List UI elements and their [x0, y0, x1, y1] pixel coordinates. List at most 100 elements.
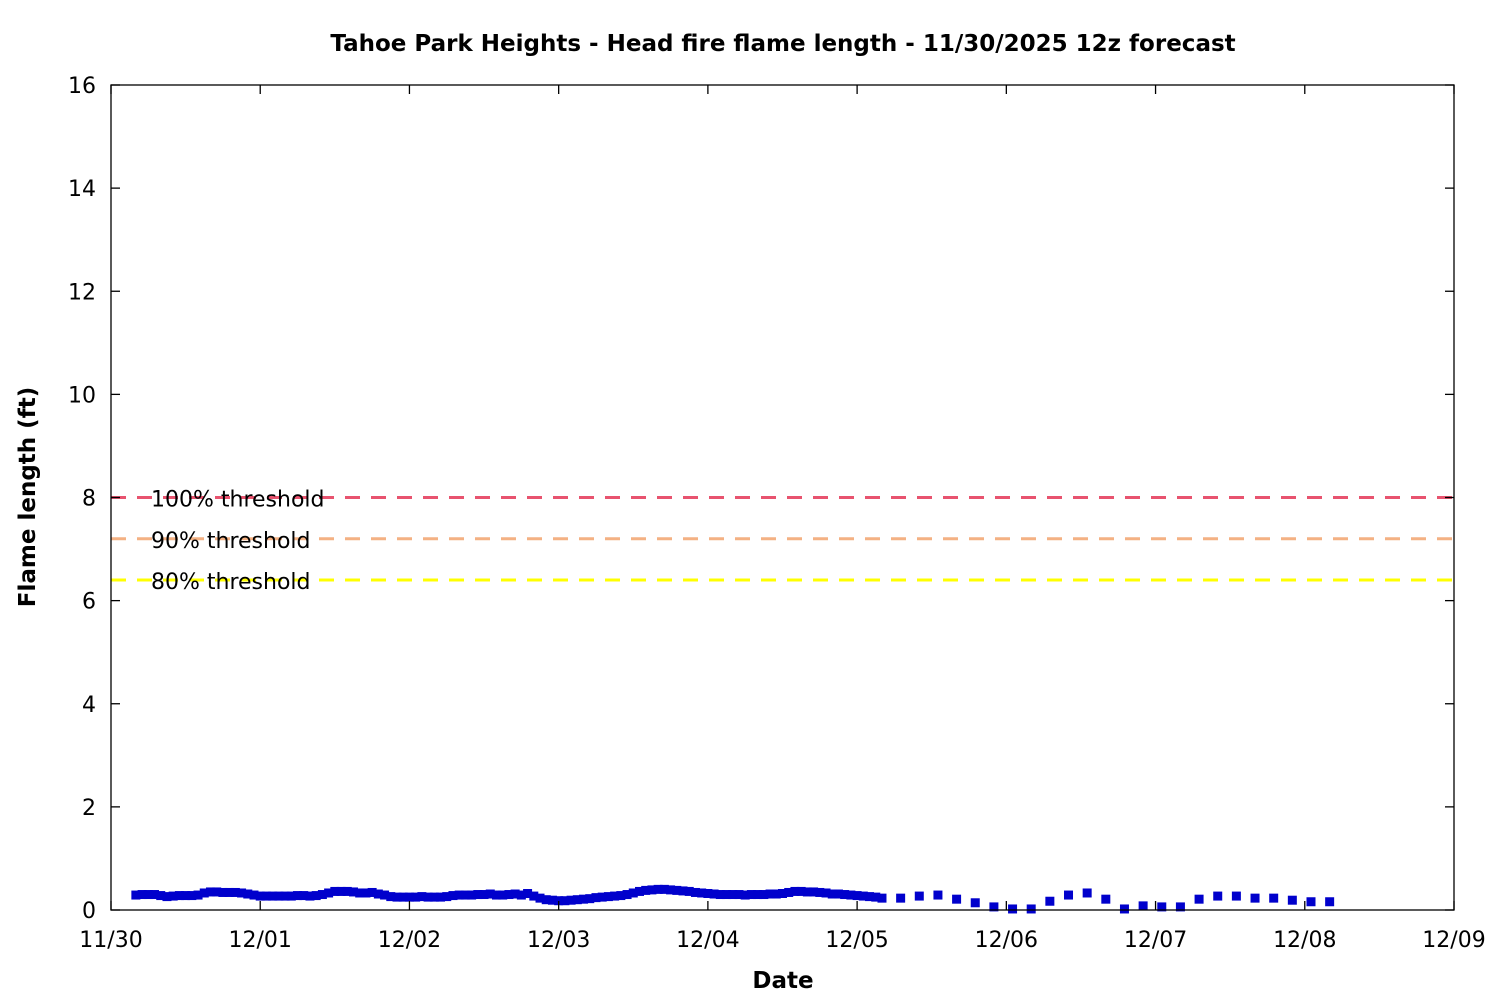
- data-point: [392, 892, 402, 902]
- data-point: [218, 887, 228, 897]
- data-point: [622, 890, 632, 900]
- data-point: [237, 888, 247, 898]
- data-point: [510, 889, 520, 899]
- data-point: [753, 890, 763, 900]
- data-point: [473, 890, 483, 900]
- data-point: [1119, 904, 1129, 914]
- data-point: [560, 896, 570, 906]
- data-point: [355, 888, 365, 898]
- data-point: [1008, 904, 1018, 914]
- data-point: [554, 896, 564, 906]
- data-point: [641, 885, 651, 895]
- data-point: [467, 890, 477, 900]
- data-point: [230, 887, 240, 897]
- y-tick-label: 14: [68, 177, 96, 202]
- data-point: [529, 891, 539, 901]
- x-tick-label: 12/09: [1422, 928, 1485, 953]
- data-point: [715, 890, 725, 900]
- data-point: [541, 895, 551, 905]
- data-point: [367, 887, 377, 897]
- data-point: [1325, 897, 1335, 907]
- x-tick-label: 12/02: [378, 928, 441, 953]
- data-point: [865, 892, 875, 902]
- data-point: [1231, 891, 1241, 901]
- chart-title: Tahoe Park Heights - Head fire flame len…: [330, 31, 1235, 57]
- data-point: [224, 887, 234, 897]
- data-point: [156, 891, 166, 901]
- data-point: [373, 889, 383, 899]
- data-point: [1026, 904, 1036, 914]
- data-point: [796, 886, 806, 896]
- data-point: [989, 902, 999, 912]
- data-point: [728, 890, 738, 900]
- data-point: [168, 891, 178, 901]
- data-point: [205, 887, 215, 897]
- data-point: [1194, 894, 1204, 904]
- data-point: [697, 888, 707, 898]
- data-point: [137, 890, 147, 900]
- data-point: [131, 890, 141, 900]
- data-point: [759, 890, 769, 900]
- data-point: [1045, 896, 1055, 906]
- data-point: [846, 890, 856, 900]
- data-point: [628, 888, 638, 898]
- data-point: [212, 887, 222, 897]
- data-point: [815, 887, 825, 897]
- data-point: [436, 892, 446, 902]
- y-tick-label: 4: [82, 693, 96, 718]
- y-tick-label: 0: [82, 899, 96, 924]
- y-axis-label: Flame length (ft): [15, 387, 41, 607]
- threshold-label: 100% threshold: [151, 488, 325, 513]
- data-point: [616, 891, 626, 901]
- data-point: [547, 895, 557, 905]
- data-point: [566, 895, 576, 905]
- y-tick-label: 16: [68, 74, 96, 99]
- data-point: [585, 894, 595, 904]
- data-point: [348, 887, 358, 897]
- data-point: [429, 892, 439, 902]
- data-point: [342, 886, 352, 896]
- data-points: [131, 884, 1335, 914]
- data-point: [423, 892, 433, 902]
- data-point: [952, 894, 962, 904]
- threshold-label: 90% threshold: [151, 529, 311, 554]
- data-point: [249, 890, 259, 900]
- data-point: [1064, 890, 1074, 900]
- y-tick-label: 2: [82, 796, 96, 821]
- data-point: [709, 889, 719, 899]
- data-point: [1306, 897, 1316, 907]
- data-point: [411, 892, 421, 902]
- data-point: [771, 889, 781, 899]
- data-point: [858, 891, 868, 901]
- data-point: [199, 888, 209, 898]
- data-point: [454, 890, 464, 900]
- data-point: [1157, 902, 1167, 912]
- data-point: [778, 889, 787, 898]
- data-point: [970, 898, 980, 908]
- data-point: [361, 888, 371, 898]
- data-point: [678, 886, 688, 896]
- threshold-label: 80% threshold: [151, 570, 311, 595]
- x-axis: 11/30 12/01 12/02 12/03 12/04 12/05 12/06 12/07…: [79, 85, 1486, 953]
- data-point: [491, 890, 501, 900]
- data-point: [790, 886, 800, 896]
- data-point: [187, 891, 197, 901]
- data-point: [597, 892, 607, 902]
- data-point: [268, 891, 278, 901]
- data-point: [603, 892, 613, 902]
- data-point: [386, 892, 396, 902]
- data-point: [703, 889, 713, 898]
- x-tick-label: 12/03: [527, 928, 590, 953]
- data-point: [305, 891, 315, 901]
- data-point: [516, 890, 526, 900]
- data-point: [324, 888, 334, 898]
- data-point: [591, 893, 601, 903]
- data-point: [286, 891, 296, 901]
- data-point: [647, 885, 657, 895]
- data-point: [821, 888, 831, 898]
- data-point: [448, 891, 458, 901]
- data-point: [1101, 894, 1111, 904]
- data-point: [579, 894, 589, 904]
- x-tick-label: 11/30: [79, 928, 142, 953]
